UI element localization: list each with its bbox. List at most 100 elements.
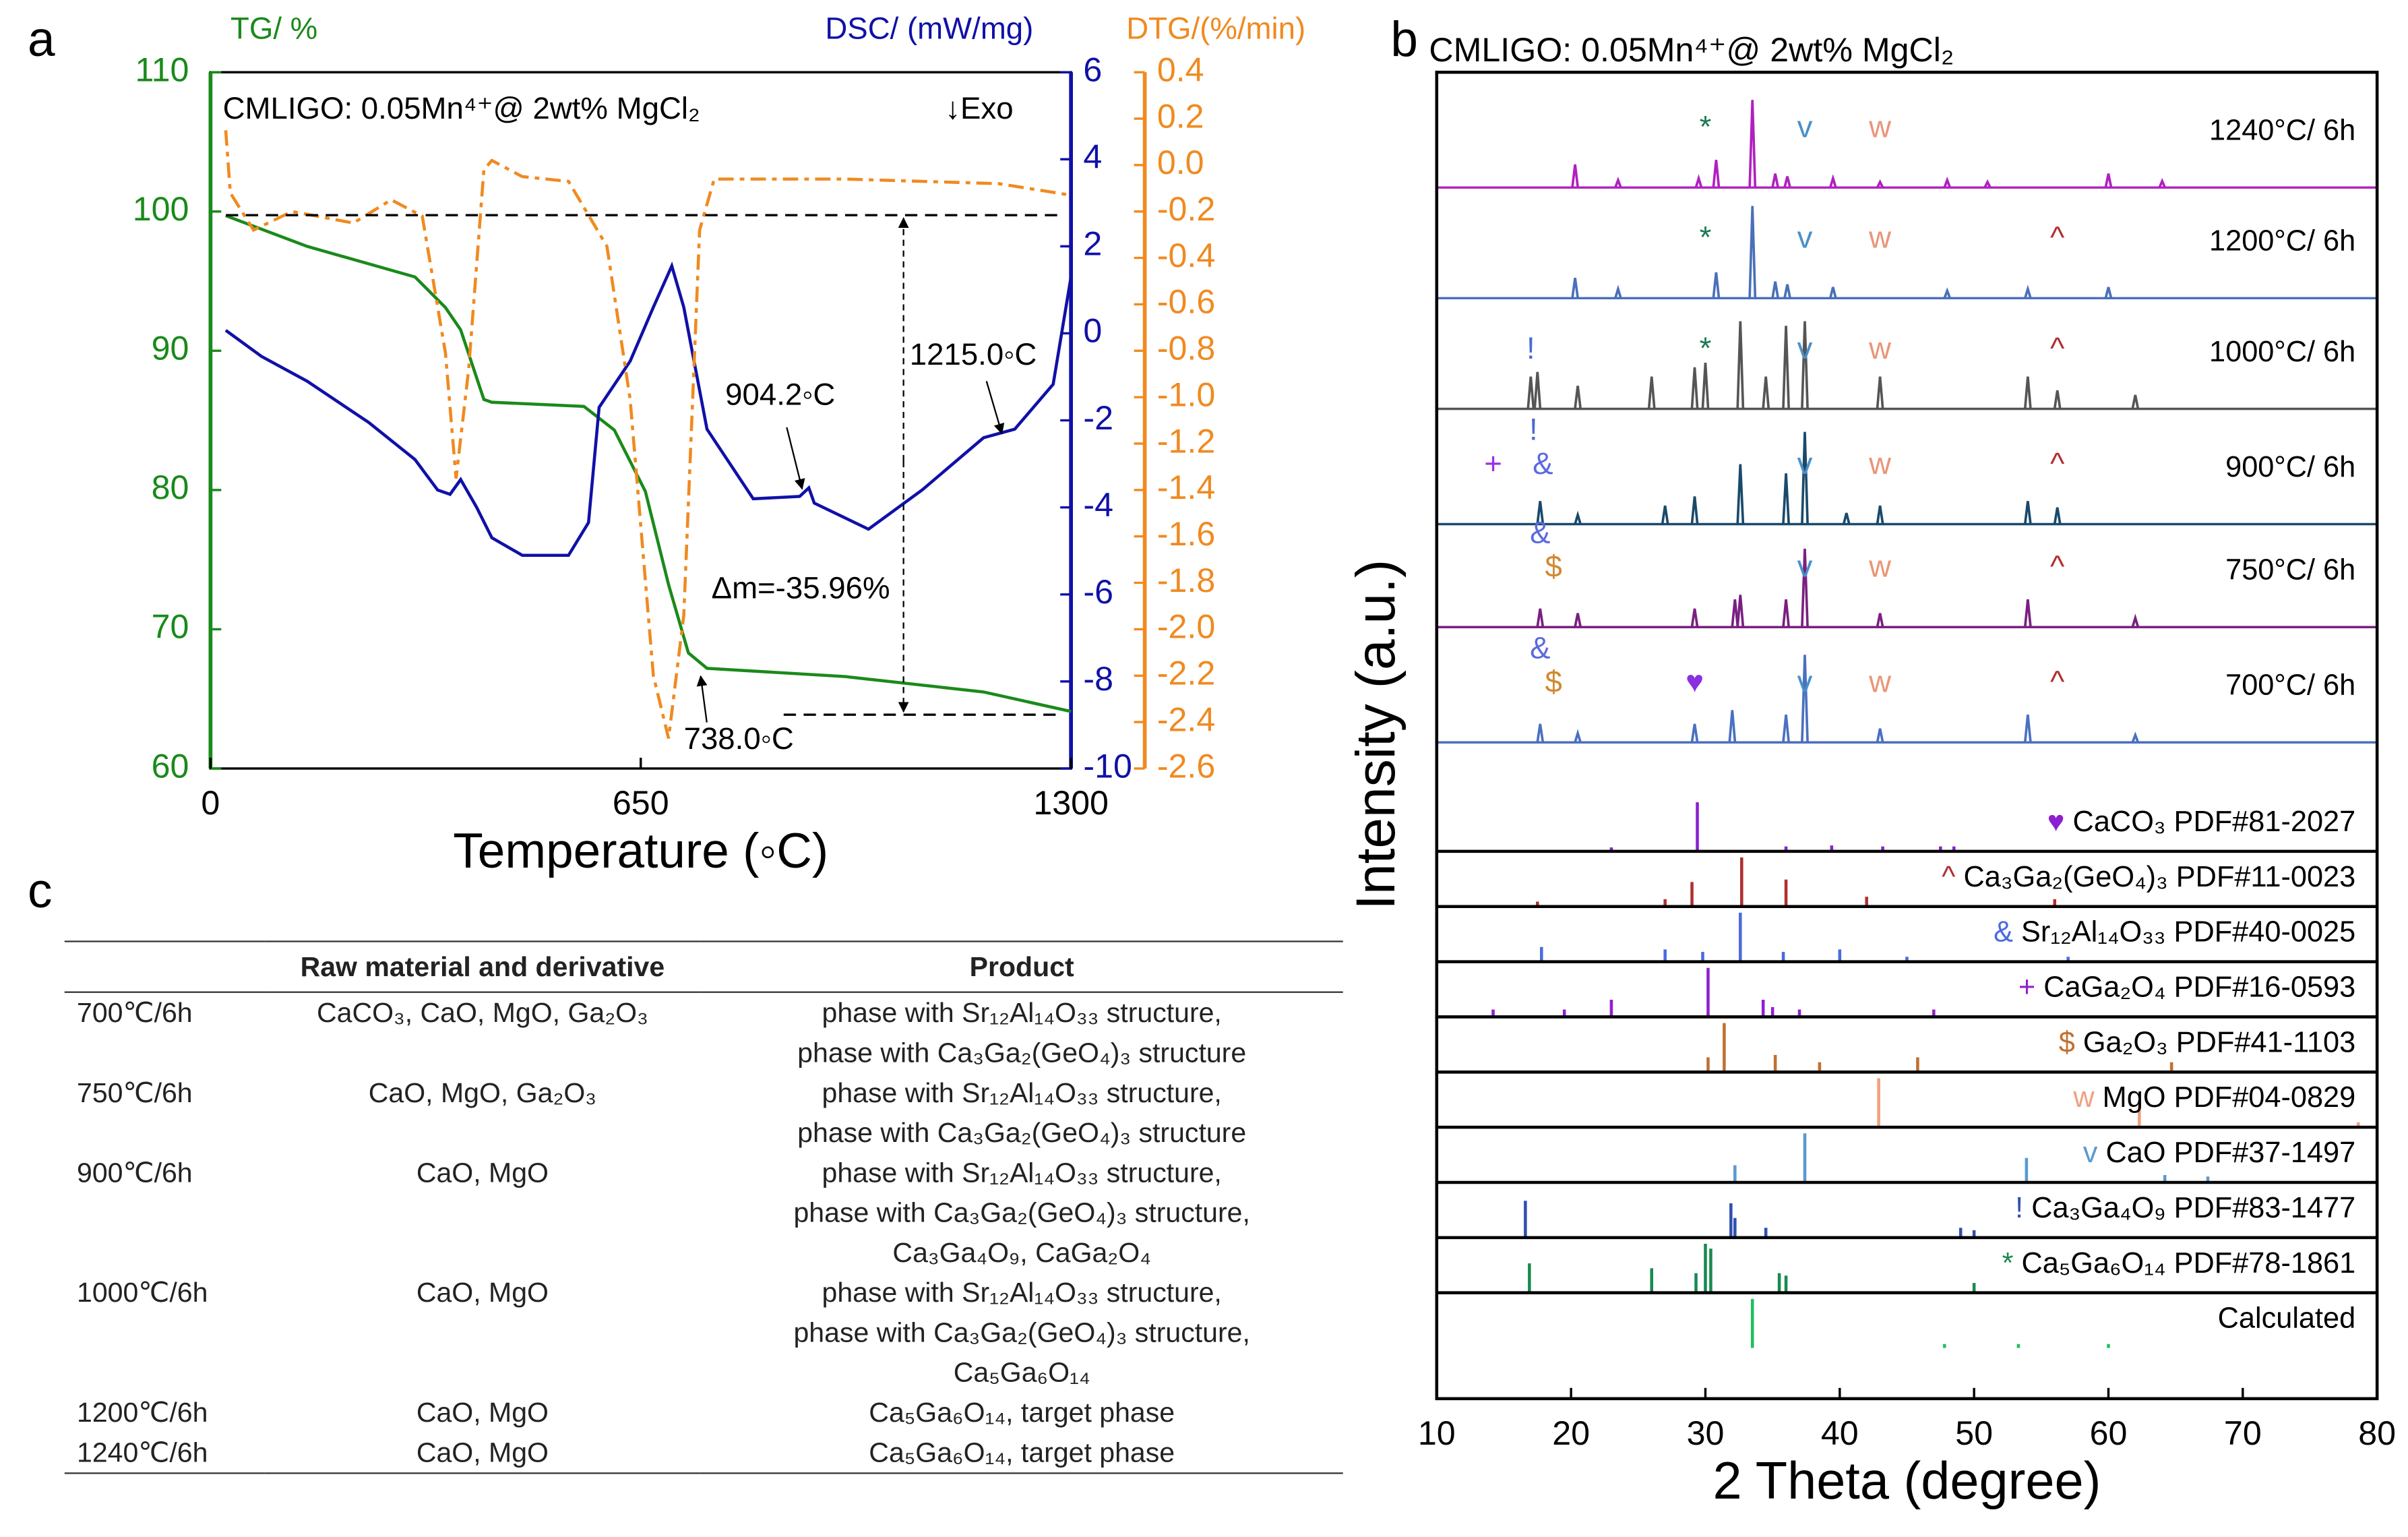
- reference-name: Ca₃Ga₄O₉ PDF#83-1477: [2031, 1192, 2355, 1224]
- diffraction-peak: [1828, 174, 1837, 188]
- table-cell: CaO, MgO: [416, 1157, 549, 1188]
- diffraction-peak: [1574, 386, 1582, 409]
- y-tick-label: -0.8: [1157, 330, 1215, 367]
- product-line: phase with Sr₁₂Al₁₄O₃₃ structure,: [822, 1157, 1222, 1188]
- y-tick-label: 4: [1083, 138, 1102, 176]
- annotation: CMLIGO: 0.05Mn⁴⁺@ 2wt% MgCl₂: [223, 91, 700, 125]
- x-tick-label: 80: [2358, 1414, 2396, 1452]
- diffraction-peak: [1801, 548, 1809, 628]
- diffraction-peak: [1571, 277, 1580, 299]
- y-tick-label: 0.4: [1157, 51, 1204, 88]
- product-line: phase with Ca₃Ga₂(GeO₄)₃ structure,: [793, 1197, 1250, 1228]
- table-cell: 1240℃/6h: [77, 1437, 208, 1468]
- y-tick-label: -1.2: [1157, 422, 1215, 460]
- diffraction-peak: [1571, 164, 1580, 188]
- diffraction-peak: [1748, 206, 1757, 299]
- table-cell: phase with Sr₁₂Al₁₄O₃₃ structure, phase w…: [701, 1073, 1343, 1153]
- phase-marker: ^: [2050, 446, 2065, 481]
- y-tick-label: -1.0: [1157, 375, 1215, 413]
- diffraction-peak: [1533, 371, 1542, 409]
- reference-label: $ Ga₂O₃ PDF#41-1103: [2059, 1027, 2356, 1059]
- phase-marker: &: [1530, 515, 1550, 549]
- diffraction-peak: [1762, 376, 1770, 409]
- diffraction-peak: [1701, 362, 1710, 409]
- reference-name: MgO PDF#04-0829: [2103, 1082, 2356, 1114]
- reference-symbol: *: [2002, 1247, 2014, 1279]
- x-tick-label: 10: [1418, 1414, 1456, 1452]
- y-tick-label: -0.4: [1157, 237, 1215, 274]
- reference-symbol: +: [2018, 971, 2035, 1004]
- phase-marker: w: [1868, 446, 1892, 481]
- y-tick-label: -6: [1083, 573, 1113, 611]
- y-tick-label: -2.4: [1157, 700, 1215, 738]
- diffraction-peak: [2053, 507, 2062, 524]
- annotation: 1215.0◦C: [910, 337, 1037, 371]
- pattern-label: 1000°C/ 6h: [2209, 336, 2355, 368]
- phase-table: Raw material and derivative Product 700℃/6…: [64, 940, 1343, 1474]
- y-tick-label: 70: [152, 608, 189, 646]
- diffraction-peak: [2158, 177, 2166, 188]
- panel-label: a: [28, 12, 55, 67]
- y-tick-label: 110: [135, 51, 189, 88]
- y-tick-label: -2: [1083, 399, 1113, 437]
- diffraction-peak: [1801, 321, 1809, 409]
- arrow: [786, 427, 805, 490]
- annotation: ↓Exo: [945, 91, 1013, 125]
- phase-marker: w: [1868, 331, 1892, 365]
- table-cell: 750℃/6h: [77, 1077, 193, 1108]
- diffraction-peak: [2131, 394, 2140, 409]
- annotation: Δm=-35.96%: [712, 571, 890, 605]
- table-header: Raw material and derivative Product: [64, 941, 1343, 993]
- phase-marker: ^: [2050, 665, 2065, 699]
- y-tick-label: -1.8: [1157, 562, 1215, 599]
- phase-marker: v: [1797, 446, 1813, 481]
- table-cell: 900℃/6h: [77, 1157, 193, 1188]
- annotation: 904.2◦C: [725, 377, 835, 411]
- diffraction-peak: [1828, 287, 1837, 299]
- diffraction-peak: [1694, 174, 1703, 188]
- product-line: phase with Ca₃Ga₂(GeO₄)₃ structure,: [793, 1317, 1250, 1348]
- axis-title: TG/ %: [230, 11, 317, 46]
- diffraction-peak: [1712, 159, 1721, 188]
- reference-name: CaO PDF#37-1497: [2105, 1137, 2355, 1170]
- phase-marker: *: [1700, 110, 1712, 144]
- table-cell: CaCO₃, CaO, MgO, Ga₂O₃: [317, 997, 648, 1029]
- x-tick-label: 30: [1687, 1414, 1725, 1452]
- diffraction-peak: [1712, 272, 1721, 299]
- y-tick-label: 90: [152, 330, 189, 367]
- diffraction-peak: [1536, 723, 1545, 743]
- y-tick-label: 80: [152, 469, 189, 506]
- table-cell: CaO, MgO, Ga₂O₃: [368, 1077, 597, 1108]
- diffraction-peak: [1526, 376, 1535, 409]
- reference-label: w MgO PDF#04-0829: [2072, 1082, 2355, 1114]
- table-cell: [64, 941, 265, 993]
- reference-name: CaCO₃ PDF#81-2027: [2073, 806, 2356, 838]
- x-tick-label: 650: [613, 784, 669, 822]
- y-tick-label: -10: [1083, 747, 1132, 785]
- y-tick-label: 2: [1083, 225, 1102, 263]
- x-tick-label: 20: [1552, 1414, 1590, 1452]
- table-cell: Ca₅Ga₆O₁₄, target phase: [701, 1433, 1343, 1473]
- diffraction-peak: [1690, 723, 1699, 743]
- phase-marker: ^: [2050, 331, 2065, 365]
- diffraction-peak: [1536, 501, 1545, 524]
- y-tick-label: 60: [152, 747, 189, 785]
- data-line: [224, 130, 1072, 739]
- y-tick-label: -4: [1083, 486, 1113, 524]
- diffraction-peak: [1574, 613, 1582, 628]
- product-line: Ca₅Ga₆O₁₄, target phase: [869, 1437, 1175, 1468]
- phase-marker: w: [1868, 549, 1892, 584]
- diffraction-peak: [2131, 613, 2140, 628]
- y-tick-label: 0.2: [1157, 97, 1204, 135]
- product-line: phase with Ca₃Ga₂(GeO₄)₃ structure: [797, 1117, 1247, 1149]
- reference-symbol: &: [1994, 916, 2013, 948]
- diffraction-peak: [1783, 284, 1791, 299]
- pattern-label: 750°C/ 6h: [2225, 554, 2355, 586]
- phase-marker: &: [1530, 630, 1550, 665]
- diffraction-peak: [1736, 464, 1745, 524]
- table-cell: CaO, MgO: [416, 1277, 549, 1308]
- y-tick-label: 0: [1083, 312, 1102, 350]
